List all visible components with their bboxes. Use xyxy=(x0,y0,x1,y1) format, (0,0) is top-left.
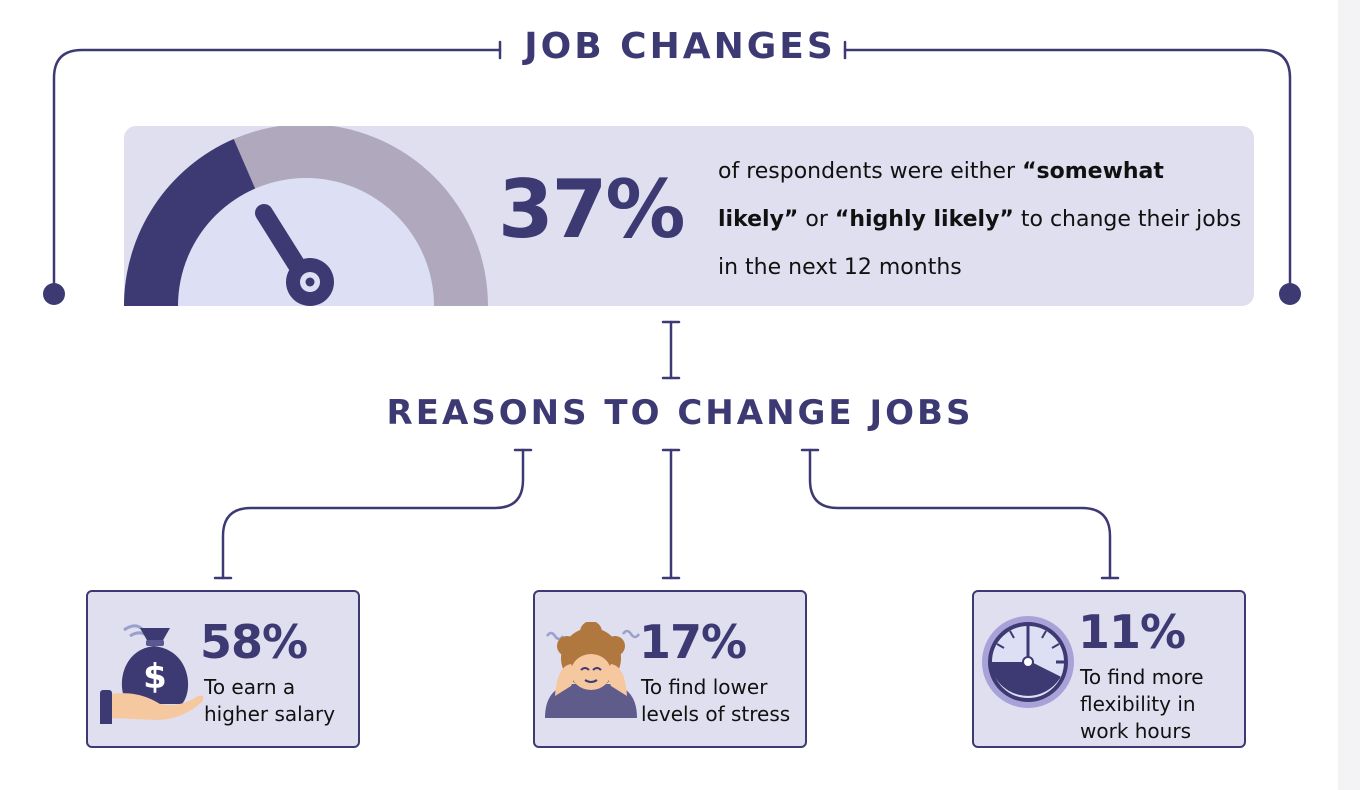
reason-card-stress: 17% To find lower levels of stress xyxy=(533,590,807,748)
background-strip xyxy=(1338,0,1360,790)
money-bag-icon: $ xyxy=(100,624,204,724)
reason-description-line: work hours xyxy=(1080,719,1191,743)
emphasis-highly-likely: “highly likely” xyxy=(834,207,1014,232)
reason-description-line: To find more xyxy=(1080,665,1204,689)
section-subtitle: REASONS TO CHANGE JOBS xyxy=(386,393,974,433)
reason-percentage: 17% xyxy=(639,615,747,669)
reason-percentage: 11% xyxy=(1078,605,1186,659)
svg-text:$: $ xyxy=(143,657,167,697)
reason-description-line: To find lower xyxy=(641,675,768,699)
gauge-inner xyxy=(178,178,434,306)
right-branch xyxy=(808,448,1112,580)
stressed-person-icon xyxy=(545,622,641,718)
reason-card-salary: $ 58% To earn a higher salary xyxy=(86,590,360,748)
page-title: JOB CHANGES xyxy=(524,26,836,67)
reason-card-flexibility: 11% To find more flexibility in work hou… xyxy=(972,590,1246,748)
clock-icon xyxy=(982,616,1074,708)
reason-description-line: levels of stress xyxy=(641,702,791,726)
bracket-end-dot xyxy=(43,283,65,305)
hero-percentage: 37% xyxy=(498,163,685,256)
hero-description: of respondents were either “somewhat lik… xyxy=(718,159,1242,280)
reason-description-line: higher salary xyxy=(204,702,336,726)
bracket-end-dot xyxy=(1279,283,1301,305)
emphasis-somewhat-likely: “somewhat likely” xyxy=(718,159,1164,232)
gauge-needle xyxy=(255,204,305,273)
gauge-icon xyxy=(124,126,488,306)
top-bracket-right xyxy=(843,48,1292,294)
reason-percentage: 58% xyxy=(200,615,308,669)
top-bracket-left xyxy=(52,48,502,294)
left-branch xyxy=(221,448,525,580)
reason-description-line: flexibility in xyxy=(1080,692,1196,716)
reason-description-line: To earn a xyxy=(204,675,296,699)
